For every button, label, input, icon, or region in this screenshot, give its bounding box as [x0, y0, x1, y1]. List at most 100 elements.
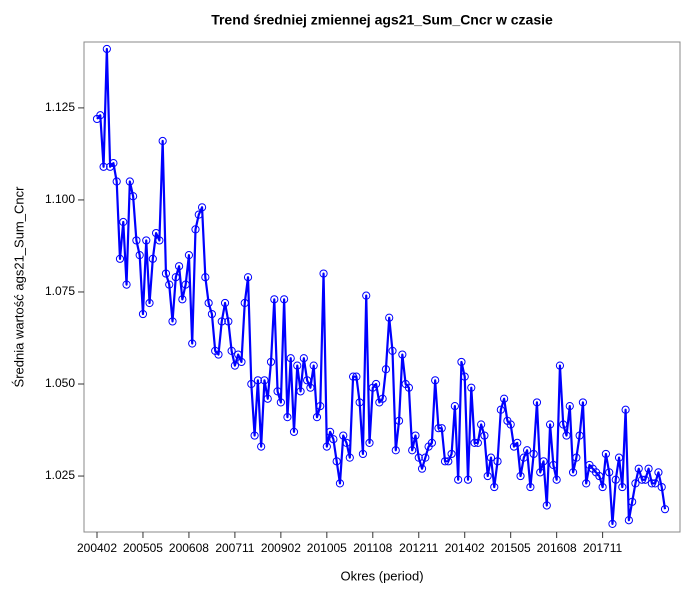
marker: [651, 479, 660, 488]
marker: [621, 405, 630, 414]
marker: [224, 317, 233, 326]
marker: [358, 449, 368, 459]
marker: [289, 427, 299, 436]
marker: [201, 273, 210, 282]
marker: [660, 505, 670, 514]
marker: [575, 431, 584, 440]
marker: [155, 236, 164, 245]
marker: [135, 251, 144, 260]
marker: [319, 269, 328, 278]
marker: [500, 394, 509, 403]
marker: [322, 442, 331, 451]
marker: [247, 379, 256, 389]
marker: [171, 273, 180, 282]
marker: [381, 365, 391, 374]
marker: [490, 482, 499, 492]
marker: [348, 372, 358, 381]
marker: [243, 273, 253, 282]
marker: [637, 475, 647, 484]
marker: [496, 405, 505, 414]
marker: [486, 453, 496, 462]
marker: [158, 136, 167, 146]
y-tick-label: 1.075: [45, 284, 75, 298]
marker: [129, 192, 138, 201]
marker: [102, 44, 111, 54]
marker: [178, 295, 187, 304]
marker: [431, 376, 440, 385]
marker: [450, 401, 459, 411]
marker: [545, 420, 555, 429]
marker: [506, 420, 515, 429]
marker: [434, 424, 443, 433]
marker: [447, 449, 456, 459]
marker: [437, 424, 446, 433]
marker: [165, 280, 174, 289]
marker: [539, 457, 548, 466]
marker: [654, 468, 663, 477]
marker: [204, 298, 213, 308]
marker: [293, 361, 302, 370]
marker: [483, 471, 492, 481]
marker: [549, 460, 558, 470]
marker: [555, 361, 565, 370]
line: [96, 47, 667, 525]
marker: [125, 177, 134, 186]
marker: [628, 497, 637, 506]
marker: [303, 376, 312, 385]
marker: [99, 162, 108, 171]
marker: [631, 479, 640, 488]
marker: [572, 453, 581, 462]
marker: [312, 413, 322, 422]
marker: [132, 236, 141, 245]
marker: [188, 339, 197, 348]
marker: [467, 383, 476, 392]
marker: [473, 438, 482, 448]
marker: [427, 438, 436, 448]
marker: [408, 446, 417, 455]
marker: [565, 401, 574, 411]
marker: [644, 464, 653, 473]
marker: [273, 387, 282, 396]
marker: [532, 398, 542, 407]
marker: [266, 357, 276, 367]
marker: [332, 457, 341, 466]
marker: [519, 453, 528, 462]
marker: [355, 398, 364, 407]
x-tick-label: 201402: [445, 541, 485, 555]
marker: [444, 457, 453, 466]
marker: [145, 298, 154, 308]
marker: [316, 401, 325, 411]
marker: [234, 350, 243, 359]
marker: [388, 346, 397, 355]
x-tick-label: 201608: [537, 541, 577, 555]
marker: [339, 431, 348, 440]
marker: [217, 317, 226, 326]
marker: [624, 516, 633, 525]
marker: [119, 217, 128, 227]
x-axis-title: Okres (period): [340, 568, 423, 583]
marker: [562, 431, 571, 440]
marker: [342, 438, 351, 448]
marker: [454, 475, 463, 484]
marker: [194, 210, 203, 219]
marker: [493, 457, 502, 466]
marker: [605, 468, 614, 477]
marker: [647, 479, 656, 488]
marker: [513, 438, 522, 448]
marker: [253, 376, 262, 385]
marker: [394, 416, 404, 425]
marker: [391, 446, 400, 455]
marker: [457, 357, 466, 367]
marker: [595, 471, 604, 481]
y-tick-label: 1.050: [45, 376, 75, 390]
marker: [326, 427, 335, 436]
marker: [230, 361, 239, 370]
marker: [614, 453, 624, 462]
marker: [371, 379, 381, 389]
marker: [345, 453, 354, 462]
marker: [477, 420, 486, 429]
marker: [184, 251, 194, 260]
marker: [329, 435, 338, 444]
